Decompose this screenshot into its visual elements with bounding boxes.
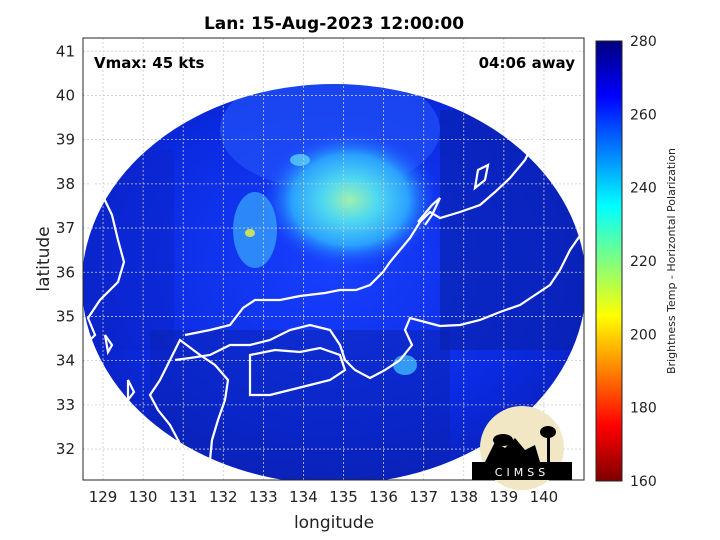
y-tick-label: 36 bbox=[56, 263, 75, 281]
cimss-logo: CIMSS bbox=[472, 406, 572, 490]
x-tick-label: 130 bbox=[129, 488, 158, 506]
coastline-tsushima bbox=[126, 379, 136, 404]
x-tick-label: 135 bbox=[329, 488, 358, 506]
y-tick-label: 32 bbox=[56, 440, 75, 458]
colorbar: 280 260 240 220 200 180 160 Brightness Temp - … bbox=[595, 34, 678, 490]
colorbar-tick-label: 260 bbox=[630, 107, 657, 123]
x-tick-label: 133 bbox=[249, 488, 278, 506]
axes-frame bbox=[82, 37, 585, 481]
y-tick-label: 34 bbox=[56, 352, 75, 370]
logo-banner bbox=[472, 462, 572, 480]
coastline-korea bbox=[83, 175, 126, 346]
x-tick-label: 129 bbox=[89, 488, 118, 506]
colorbar-frame bbox=[595, 40, 623, 482]
x-tick-label: 140 bbox=[530, 488, 559, 506]
colorbar-tick-label: 200 bbox=[630, 327, 657, 343]
y-tick-label: 37 bbox=[56, 219, 75, 237]
x-tick-label: 132 bbox=[209, 488, 238, 506]
rain-cell-south bbox=[393, 355, 417, 375]
coastline-goto bbox=[116, 406, 128, 428]
y-tick-label: 41 bbox=[56, 42, 75, 60]
coastlines bbox=[83, 39, 584, 477]
y-axis-ticks: 41 40 39 38 37 36 35 34 33 32 bbox=[56, 42, 75, 458]
coastline-honshu-north bbox=[184, 39, 584, 337]
vmax-label: Vmax: 45 kts bbox=[94, 54, 204, 72]
x-tick-label: 136 bbox=[369, 488, 398, 506]
colorbar-tick-label: 180 bbox=[630, 401, 657, 417]
coastline-noto bbox=[417, 197, 441, 226]
y-tick-label: 39 bbox=[56, 131, 75, 149]
water-tower-icon bbox=[540, 426, 556, 438]
x-axis-ticks: 129 130 131 132 133 134 135 136 137 138 139 140 bbox=[89, 488, 559, 506]
colorbar-tick-label: 280 bbox=[630, 34, 657, 50]
coastline-shikoku bbox=[248, 346, 347, 397]
satellite-dish-icon bbox=[493, 434, 513, 446]
x-tick-label: 131 bbox=[169, 488, 198, 506]
coastline-china-islands bbox=[88, 402, 100, 421]
coastline-kyushu bbox=[148, 338, 230, 477]
y-tick-label: 33 bbox=[56, 396, 75, 414]
rain-cell bbox=[245, 229, 255, 237]
logo-building-icon bbox=[485, 438, 540, 462]
colorbar-tick-label: 220 bbox=[630, 254, 657, 270]
plot-title: Lan: 15-Aug-2023 12:00:00 bbox=[204, 14, 464, 34]
rain-cell-north bbox=[290, 154, 310, 166]
time-away-label: 04:06 away bbox=[479, 54, 576, 72]
colorbar-tick-label: 160 bbox=[630, 474, 657, 490]
coastline-sado bbox=[473, 163, 490, 191]
y-tick-label: 35 bbox=[56, 307, 75, 325]
map-axes: 129 130 131 132 133 134 135 136 137 138 139 140 414… bbox=[56, 37, 585, 506]
logo-text: CIMSS bbox=[495, 466, 549, 479]
x-tick-label: 139 bbox=[490, 488, 519, 506]
x-tick-label: 138 bbox=[449, 488, 478, 506]
coastline-korea-islands bbox=[103, 334, 114, 356]
x-tick-label: 137 bbox=[409, 488, 438, 506]
colorbar-fill bbox=[596, 41, 622, 481]
rain-band-west bbox=[233, 192, 277, 268]
storm-core bbox=[260, 130, 440, 270]
colorbar-ticks: 280 260 240 220 200 180 160 bbox=[630, 34, 657, 490]
y-axis-label: latitude bbox=[34, 226, 54, 291]
x-tick-label: 134 bbox=[289, 488, 318, 506]
tower-icon bbox=[547, 435, 550, 462]
colorbar-tick-label: 240 bbox=[630, 181, 657, 197]
x-axis-label: longitude bbox=[294, 513, 374, 533]
coastline-honshu-south bbox=[174, 229, 584, 380]
y-tick-label: 38 bbox=[56, 175, 75, 193]
y-tick-label: 40 bbox=[56, 86, 75, 104]
colorbar-label: Brightness Temp - Horizontal Polarizatio… bbox=[665, 148, 678, 374]
